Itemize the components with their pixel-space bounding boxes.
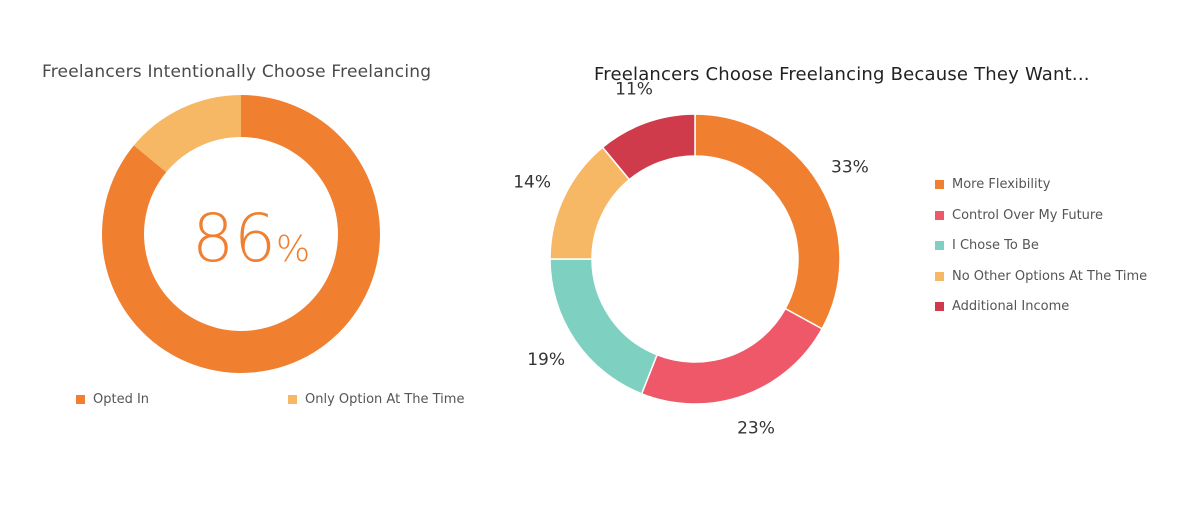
center-value-unit: % bbox=[275, 229, 311, 270]
legend-item-additional-income: Additional Income bbox=[935, 299, 1069, 314]
legend-label: I Chose To Be bbox=[952, 238, 1039, 253]
legend-swatch bbox=[935, 210, 944, 220]
legend-swatch bbox=[935, 271, 944, 281]
legend-label: No Other Options At The Time bbox=[952, 268, 1148, 284]
legend-label: Control Over My Future bbox=[952, 207, 1103, 223]
legend-swatch bbox=[76, 395, 85, 404]
legend-item-no-other-options-at-the-time: No Other Options At The Time bbox=[935, 269, 1147, 284]
left-chart-title: Freelancers Intentionally Choose Freelan… bbox=[42, 62, 432, 82]
legend-item-more-flexibility: More Flexibility bbox=[935, 177, 1050, 192]
slice-label-more-flexibility: 33% bbox=[831, 157, 869, 177]
legend-label: More Flexibility bbox=[952, 177, 1051, 192]
center-value-number: 86 bbox=[192, 200, 276, 277]
slice-label-control-over-my-future: 23% bbox=[737, 418, 775, 438]
slice-label-additional-income: 11% bbox=[615, 80, 653, 100]
legend-item-i-chose-to-be: I Chose To Be bbox=[935, 238, 1039, 253]
center-value: 86% bbox=[192, 200, 310, 277]
legend-item-only-option-at-the-time: Only Option At The Time bbox=[288, 392, 464, 407]
legend-swatch bbox=[935, 241, 944, 250]
slice-only-option-at-the-time bbox=[133, 95, 241, 173]
slice-label-no-other-options-at-the-time: 14% bbox=[513, 172, 551, 192]
legend-label: Opted In bbox=[93, 392, 150, 407]
slice-i-chose-to-be bbox=[549, 258, 659, 395]
legend-label: Additional Income bbox=[952, 299, 1070, 314]
right-chart-title: Freelancers Choose Freelancing Because T… bbox=[594, 64, 1090, 85]
legend-swatch bbox=[935, 180, 944, 189]
legend-item-opted-in: Opted In bbox=[76, 392, 149, 407]
slice-more-flexibility bbox=[694, 113, 841, 330]
legend-label: Only Option At The Time bbox=[305, 392, 465, 407]
legend-swatch bbox=[935, 302, 944, 311]
slice-label-i-chose-to-be: 19% bbox=[527, 350, 565, 370]
slice-opted-in bbox=[102, 95, 380, 374]
slice-additional-income bbox=[601, 113, 696, 181]
legend-item-control-over-my-future: Control Over My Future bbox=[935, 208, 1103, 223]
slice-control-over-my-future bbox=[640, 307, 824, 405]
legend-swatch bbox=[288, 395, 297, 404]
